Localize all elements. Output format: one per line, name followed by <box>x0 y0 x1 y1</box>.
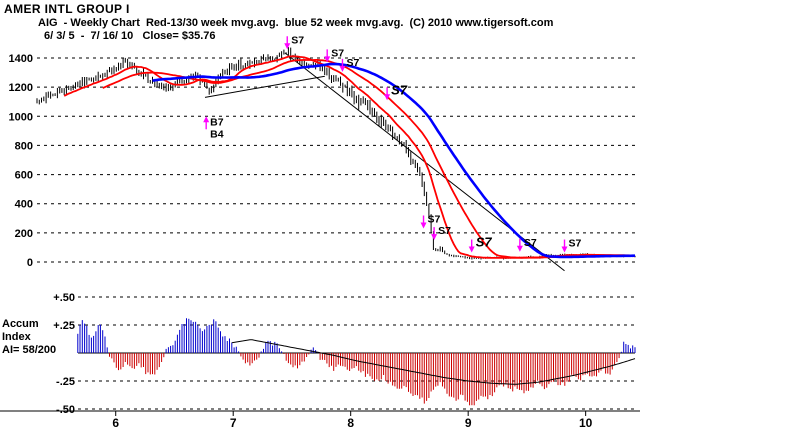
window-title: AMER INTL GROUP I <box>4 2 130 16</box>
accum-bars <box>77 318 636 406</box>
signal-label: S7 <box>391 82 408 97</box>
price-y-tick-label: 1400 <box>9 53 33 65</box>
price-y-axis-labels: 1400 1200 1000 800 600 400 200 0 <box>9 53 33 269</box>
signal-label: B4 <box>210 128 224 140</box>
x-axis-tick-label: 8 <box>347 416 354 430</box>
signal-label: S7 <box>438 225 451 237</box>
accum-panel-label: AI= 58/200 <box>2 344 56 356</box>
sell-arrow-icon <box>431 234 438 241</box>
accum-tick-label: -.25 <box>56 376 75 388</box>
trendlines <box>204 52 565 272</box>
ma-13-week-line <box>63 55 636 259</box>
accum-ma-line <box>231 339 636 385</box>
ma-30-week-line <box>102 58 635 259</box>
sell-arrow-icon <box>420 222 427 229</box>
buy-arrow-icon <box>203 116 210 123</box>
sell-arrow-icon <box>468 246 475 253</box>
price-bars <box>36 47 636 260</box>
sell-arrow-icon <box>339 65 346 72</box>
price-y-tick-label: 1200 <box>9 82 33 94</box>
chart-subheader: 6/ 3/ 5 - 7/ 16/ 10 Close= $35.76 <box>44 30 216 42</box>
price-y-tick-label: 400 <box>15 199 33 211</box>
price-y-tick-label: 800 <box>15 140 33 152</box>
accum-tick-label: +.50 <box>53 292 75 304</box>
ma-52-week-line <box>152 62 635 259</box>
accum-tick-label: -.50 <box>56 404 75 416</box>
trendline <box>204 75 325 98</box>
x-axis-tick-label: 7 <box>230 416 237 430</box>
signal-label: S7 <box>524 237 537 249</box>
price-y-tick-label: 1000 <box>9 111 33 123</box>
accum-panel-label: Accum <box>2 318 39 330</box>
sell-arrow-icon <box>384 94 391 101</box>
price-y-tick-label: 0 <box>27 257 33 269</box>
x-axis-tick-label: 10 <box>579 416 593 430</box>
signal-label: S7 <box>331 47 344 59</box>
sell-arrow-icon <box>516 245 523 252</box>
price-gridlines <box>37 57 635 263</box>
sell-arrow-icon <box>561 246 568 253</box>
accum-tick-label: +.25 <box>53 320 75 332</box>
signal-label: S7 <box>476 235 493 250</box>
x-axis-tick-label: 6 <box>112 416 119 430</box>
price-y-tick-label: 200 <box>15 228 33 240</box>
signal-label: S7 <box>569 238 582 250</box>
signal-label: S7 <box>346 57 359 69</box>
price-y-tick-label: 600 <box>15 170 33 182</box>
accum-panel-label: Index <box>2 331 32 343</box>
signal-label: B7 <box>210 116 224 128</box>
chart-header: AIG - Weekly Chart Red-13/30 week mvg.av… <box>38 17 554 29</box>
sell-arrow-icon <box>324 56 331 63</box>
signal-label: S7 <box>428 213 441 225</box>
sell-arrow-icon <box>284 43 291 50</box>
x-axis: 6 7 8 9 10 <box>0 410 640 430</box>
signal-label: S7 <box>291 34 304 46</box>
x-axis-tick-label: 9 <box>465 416 472 430</box>
